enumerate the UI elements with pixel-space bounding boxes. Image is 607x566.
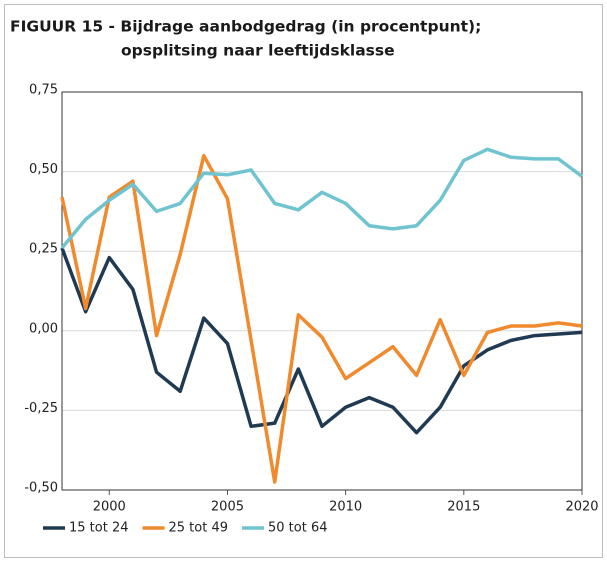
y-tick-label: 0,25 bbox=[29, 242, 58, 257]
plot-border bbox=[61, 91, 583, 491]
line-series bbox=[60, 247, 583, 435]
y-tick-label: -0,25 bbox=[24, 401, 58, 416]
legend-label: 25 tot 49 bbox=[169, 521, 229, 536]
line-series bbox=[60, 147, 584, 250]
y-tick-label: 0,00 bbox=[29, 321, 58, 336]
chart-title: opsplitsing naar leeftijdsklasse bbox=[121, 42, 395, 60]
chart-title: FIGUUR 15 - Bijdrage aanbodgedrag (in pr… bbox=[10, 18, 481, 36]
legend-label: 50 tot 64 bbox=[268, 521, 328, 536]
x-tick-label: 2000 bbox=[93, 500, 126, 515]
x-tick-label: 2005 bbox=[211, 500, 244, 515]
y-tick-label: 0,50 bbox=[29, 162, 58, 177]
x-tick-label: 2010 bbox=[329, 500, 362, 515]
line-series bbox=[60, 153, 583, 484]
legend-label: 15 tot 24 bbox=[69, 521, 129, 536]
y-tick-label: -0,50 bbox=[24, 481, 58, 496]
y-tick-label: 0,75 bbox=[29, 83, 58, 98]
frame bbox=[4, 4, 603, 558]
x-tick-label: 2015 bbox=[447, 500, 480, 515]
x-tick-label: 2020 bbox=[565, 500, 598, 515]
